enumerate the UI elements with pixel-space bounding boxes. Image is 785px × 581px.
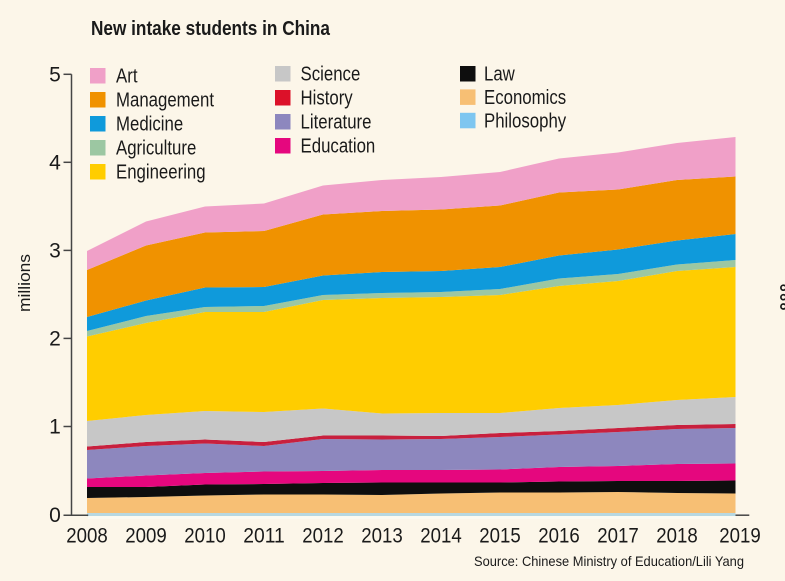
svg-text:millions: millions	[15, 254, 34, 312]
svg-text:1: 1	[49, 416, 61, 439]
svg-text:4: 4	[49, 151, 61, 174]
svg-text:2014: 2014	[420, 525, 462, 548]
svg-text:Agriculture: Agriculture	[116, 138, 196, 160]
svg-text:2016: 2016	[538, 525, 580, 548]
svg-text:2008: 2008	[66, 525, 108, 548]
svg-text:2009: 2009	[125, 525, 167, 548]
svg-text:Education: Education	[301, 136, 376, 158]
svg-text:New intake students in China: New intake students in China	[91, 17, 330, 40]
svg-text:2: 2	[49, 327, 61, 350]
svg-text:2015: 2015	[479, 525, 521, 548]
svg-text:2018: 2018	[656, 525, 698, 548]
svg-text:Literature: Literature	[301, 112, 372, 134]
svg-text:Medicine: Medicine	[116, 114, 183, 136]
svg-text:3: 3	[49, 239, 61, 262]
svg-text:5: 5	[49, 63, 61, 86]
svg-text:2010: 2010	[184, 525, 226, 548]
svg-text:Economics: Economics	[484, 87, 566, 109]
svg-text:Law: Law	[484, 64, 515, 86]
svg-text:Art: Art	[116, 66, 138, 88]
svg-text:0: 0	[49, 504, 61, 527]
svg-text:2013: 2013	[361, 525, 403, 548]
svg-text:Philosophy: Philosophy	[484, 110, 566, 132]
svg-text:History: History	[301, 88, 353, 110]
svg-text:Science: Science	[301, 64, 361, 86]
svg-text:Management: Management	[116, 90, 214, 112]
svg-text:Source: Chinese Ministry of Ed: Source: Chinese Ministry of Education/Li…	[474, 553, 744, 569]
svg-text:Engineering: Engineering	[116, 162, 206, 184]
svg-text:2011: 2011	[243, 525, 285, 548]
svg-text:2017: 2017	[597, 525, 639, 548]
svg-text:2019: 2019	[719, 525, 761, 548]
svg-text:2012: 2012	[302, 525, 344, 548]
